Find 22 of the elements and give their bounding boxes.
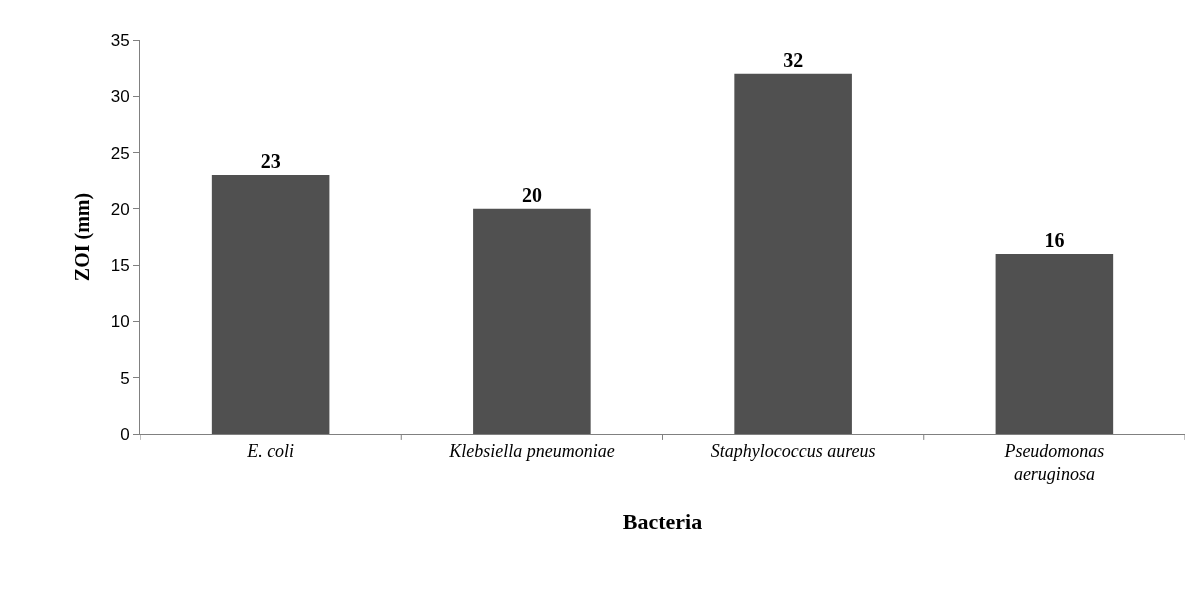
data-label: 32 [783,48,804,71]
x-axis-title: Bacteria [622,508,703,534]
x-tick-label: Pseudomonas aeruginosa [1003,440,1105,484]
x-tick-label: Staphylococcus aureus [710,440,876,461]
data-label: 16 [1044,228,1065,251]
bar [734,73,852,434]
x-tick-label: Klebsiella pneumoniae [448,440,615,461]
y-tick-label: 20 [110,199,130,219]
y-tick-label: 35 [110,30,130,50]
y-tick-label: 15 [110,256,130,276]
y-tick-label: 0 [120,424,130,444]
y-tick-label: 5 [120,368,130,388]
y-tick-label: 25 [110,143,130,163]
y-axis-title: ZOI (mm) [71,192,95,282]
data-label: 20 [521,183,542,206]
y-tick-label: 30 [110,87,130,107]
bar [211,175,330,434]
x-tick-label: E. coli [246,440,295,461]
bar [995,253,1114,434]
y-tick-label: 10 [110,312,130,332]
data-label: 23 [260,150,281,173]
bar [473,208,591,434]
